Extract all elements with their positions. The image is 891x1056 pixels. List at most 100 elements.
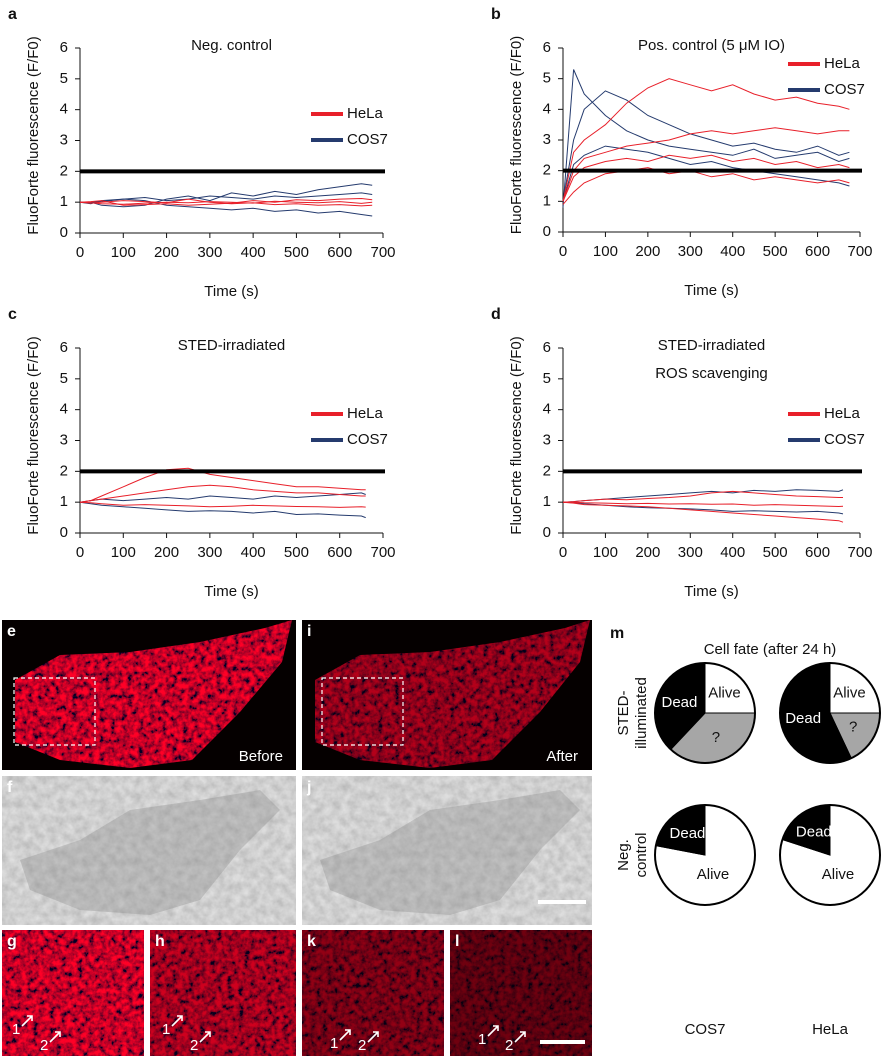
y-tick-label: 5 [60, 370, 68, 387]
legend-label: COS7 [824, 81, 865, 98]
pie-outline [654, 804, 756, 906]
chart-title: Neg. control [191, 37, 272, 54]
y-tick-label: 6 [60, 339, 68, 356]
x-tick-label: 700 [847, 544, 872, 561]
trace-line [562, 167, 850, 205]
slice-label: Dead [785, 710, 821, 727]
panel-letter: d [491, 306, 501, 323]
y-tick-label: 4 [60, 401, 68, 418]
panel-letter: l [455, 933, 459, 950]
x-tick-label: 300 [678, 544, 703, 561]
y-tick-label: 1 [60, 193, 68, 210]
panel-letter: k [307, 933, 316, 950]
y-tick-label: 2 [60, 462, 68, 479]
column-label: COS7 [685, 1021, 726, 1038]
slice-label: Alive [822, 866, 855, 883]
image-panel-h: h 1 2 [150, 930, 296, 1056]
chart-title: STED-irradiated [658, 337, 766, 354]
y-tick-label: 2 [543, 462, 551, 479]
trace-line [562, 145, 850, 202]
x-tick-label: 0 [76, 544, 84, 561]
panel-letter: i [307, 623, 311, 640]
trace-line [562, 69, 850, 208]
trace-line [79, 501, 366, 519]
y-tick-label: 6 [543, 39, 551, 56]
trace-line [79, 467, 366, 503]
chart-title: STED-irradiated [178, 337, 286, 354]
arrow-label: 1 [478, 1031, 486, 1048]
legend-label: HeLa [347, 405, 384, 422]
chart-subtitle: ROS scavenging [655, 365, 768, 382]
row-label: control [633, 832, 650, 877]
x-tick-label: 200 [154, 544, 179, 561]
y-axis-label: FluoForte fluorescence (F/F0) [25, 36, 42, 234]
y-tick-label: 4 [543, 401, 551, 418]
x-tick-label: 100 [593, 243, 618, 260]
image-caption: Before [239, 748, 283, 765]
slice-label: Alive [708, 685, 741, 702]
slice-label: Dead [670, 825, 706, 842]
y-tick-label: 1 [543, 493, 551, 510]
x-tick-label: 0 [76, 244, 84, 261]
legend-label: HeLa [824, 55, 861, 72]
x-tick-label: 600 [327, 544, 352, 561]
image-panel-g: g 1 2 [2, 930, 144, 1056]
y-tick-label: 3 [60, 131, 68, 148]
x-tick-label: 700 [847, 243, 872, 260]
x-tick-label: 100 [593, 544, 618, 561]
pie-panel-title: Cell fate (after 24 h) [704, 641, 837, 658]
trace-line [562, 127, 850, 202]
panel-letter: m [610, 625, 624, 642]
y-tick-label: 6 [543, 339, 551, 356]
trace-line [562, 490, 843, 503]
legend-label: COS7 [347, 431, 388, 448]
y-tick-label: 5 [543, 370, 551, 387]
arrow-label: 1 [12, 1021, 20, 1038]
trace-line [79, 200, 373, 205]
arrow-label: 2 [358, 1037, 366, 1054]
arrow-label: 2 [505, 1037, 513, 1054]
y-tick-label: 0 [60, 524, 68, 541]
x-tick-label: 400 [720, 243, 745, 260]
y-tick-label: 1 [60, 493, 68, 510]
y-tick-label: 4 [543, 100, 551, 117]
legend-label: COS7 [824, 431, 865, 448]
panel-letter: h [155, 933, 165, 950]
y-axis-label: FluoForte fluorescence (F/F0) [508, 336, 525, 534]
panel-letter: f [7, 779, 13, 796]
x-tick-label: 300 [197, 544, 222, 561]
trace-line [79, 197, 373, 206]
trace-line [80, 192, 373, 203]
image-caption: After [546, 748, 578, 765]
y-tick-label: 2 [60, 162, 68, 179]
slice-label: Alive [697, 866, 730, 883]
trace-line [563, 501, 844, 508]
x-tick-label: 100 [111, 544, 136, 561]
y-tick-label: 3 [60, 431, 68, 448]
x-tick-label: 100 [111, 244, 136, 261]
x-tick-label: 400 [720, 544, 745, 561]
trace-line [562, 90, 850, 202]
arrow-label: 1 [162, 1021, 170, 1038]
image-panel-i: i After [302, 620, 592, 770]
y-tick-label: 6 [60, 39, 68, 56]
pie-outline [779, 662, 881, 764]
x-tick-label: 200 [635, 243, 660, 260]
slice-label: Dead [796, 824, 832, 841]
y-tick-label: 0 [543, 223, 551, 240]
pie-outline [779, 804, 881, 906]
y-tick-label: 3 [543, 431, 551, 448]
x-tick-label: 400 [241, 544, 266, 561]
arrow-label: 2 [190, 1037, 198, 1054]
x-tick-label: 300 [678, 243, 703, 260]
panel-letter: b [491, 6, 501, 23]
x-tick-label: 700 [370, 544, 395, 561]
y-tick-label: 0 [543, 524, 551, 541]
slice-label: Alive [833, 685, 866, 702]
trace-line [562, 501, 844, 523]
x-axis-label: Time (s) [684, 583, 738, 600]
trace-line [79, 198, 373, 207]
y-tick-label: 1 [543, 192, 551, 209]
y-tick-label: 4 [60, 101, 68, 118]
